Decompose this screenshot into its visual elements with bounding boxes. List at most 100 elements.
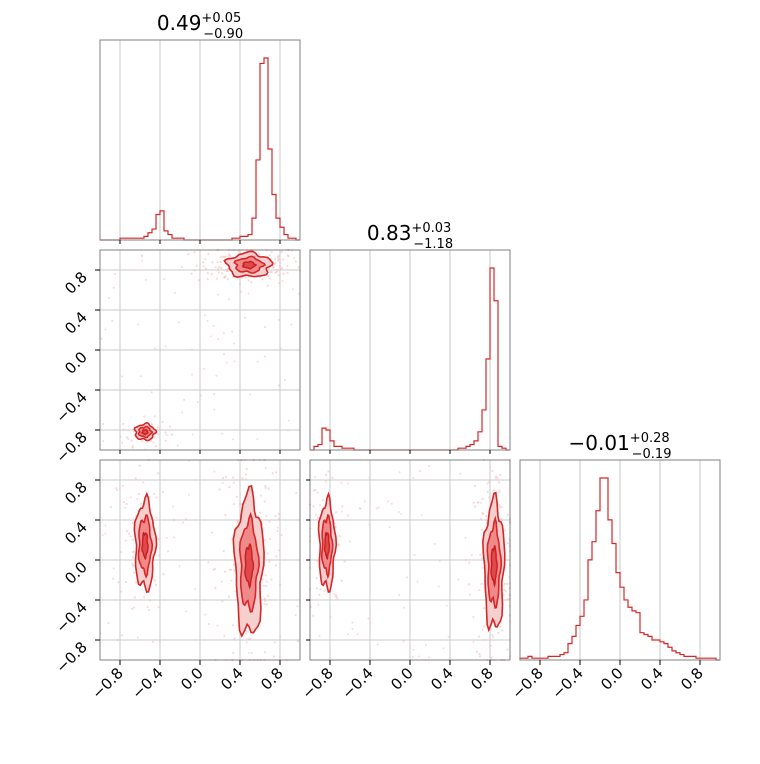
sample-point-2-0 [235,495,239,498]
sample-point-2-0 [224,513,227,517]
sample-point-1-0 [277,257,280,261]
sample-point-2-0 [294,614,297,617]
sample-point-1-0 [125,436,128,439]
sample-point-1-0 [140,259,143,262]
sample-point-1-0 [164,345,167,348]
sample-point-2-1 [486,482,489,485]
sample-point-2-0 [264,486,267,489]
sample-point-2-0 [125,502,128,506]
sample-point-2-0 [109,506,112,509]
sample-point-2-0 [121,484,124,487]
sample-point-1-0 [202,261,205,264]
sample-point-1-0 [286,429,289,432]
x-tick-label-2-3: 0.4 [637,664,667,694]
sample-point-1-0 [204,258,207,261]
sample-point-2-1 [368,523,371,526]
sample-point-2-0 [232,563,236,567]
sample-point-1-0 [156,426,160,429]
sample-point-2-0 [165,536,168,539]
sample-point-2-1 [507,542,510,545]
sample-point-2-1 [500,517,503,520]
sample-point-2-1 [467,561,471,564]
sample-point-1-0 [247,292,250,295]
sample-point-2-0 [132,564,135,567]
sample-point-2-0 [258,511,262,514]
sample-point-2-0 [184,517,187,520]
sample-point-1-0 [218,265,221,268]
sample-point-2-1 [325,473,328,477]
sample-point-1-0 [249,393,252,396]
sample-point-1-0 [222,332,225,335]
sample-point-2-1 [478,652,481,656]
sample-point-1-0 [280,250,283,253]
sample-point-1-0 [154,445,157,448]
sample-point-1-0 [226,269,229,273]
sample-point-1-0 [144,278,147,281]
sample-point-2-0 [142,481,145,484]
title-param-1: 0.83+0.03 −1.18 [367,221,453,252]
contour-2-1-mode1-level2 [323,531,331,561]
sample-point-1-0 [261,278,264,281]
sample-point-1-0 [196,401,199,404]
sample-point-1-0 [206,271,209,275]
sample-point-2-1 [442,647,445,650]
sample-point-2-1 [348,540,352,543]
sample-point-1-0 [217,267,220,270]
sample-point-2-0 [155,496,158,499]
x-tick-label-2-0: −0.8 [508,664,546,702]
sample-point-2-1 [500,506,503,509]
sample-point-2-1 [506,598,509,601]
sample-point-2-1 [457,578,460,581]
sample-point-2-1 [480,528,484,531]
sample-point-1-0 [216,260,219,264]
sample-point-1-0 [291,288,294,291]
sample-point-1-0 [121,441,124,444]
sample-point-2-0 [120,590,123,593]
sample-point-1-0 [223,255,226,258]
minus-err-param-1: −1.18 [413,237,453,252]
sample-point-2-0 [233,637,236,640]
sample-point-2-1 [319,504,322,507]
sample-point-1-0 [102,440,105,443]
sample-point-1-0 [278,264,282,268]
sample-point-2-1 [482,512,485,515]
median-param-1: 0.83 [367,221,412,245]
sample-point-1-0 [137,323,140,326]
sample-point-2-1 [437,585,440,588]
sample-point-2-1 [498,489,501,492]
x-tick-label-1-1: −0.4 [338,664,376,702]
sample-point-1-0 [177,321,180,324]
sample-point-2-0 [266,552,270,555]
sample-point-1-0 [153,347,156,350]
sample-point-2-0 [207,561,210,564]
sample-point-2-1 [333,593,336,596]
sample-point-1-0 [232,438,235,441]
sample-point-2-1 [497,481,501,484]
sample-point-2-1 [504,590,507,593]
sample-point-1-0 [287,419,290,422]
sample-point-2-0 [245,641,248,644]
sample-point-1-0 [108,296,111,299]
sample-point-2-0 [223,635,226,638]
sample-point-2-1 [340,510,343,513]
sample-point-1-0 [217,293,220,296]
sample-point-2-1 [412,648,415,651]
sample-point-2-0 [143,595,146,598]
sample-point-1-0 [102,423,105,426]
sample-point-2-0 [276,529,279,532]
sample-point-2-0 [278,549,281,552]
median-param-2: −0.01 [569,431,630,455]
y-tick-label-1-1: −0.4 [52,388,90,426]
sample-point-2-0 [244,473,247,476]
sample-point-2-1 [397,511,400,514]
sample-point-2-0 [264,574,267,577]
sample-point-2-0 [222,549,225,553]
sample-point-2-1 [488,496,491,499]
sample-point-2-1 [478,589,481,592]
sample-point-1-0 [267,274,270,278]
sample-point-2-0 [261,578,264,581]
sample-point-2-0 [137,493,140,496]
sample-point-2-0 [221,476,225,480]
sample-point-2-0 [265,584,268,588]
sample-point-2-0 [117,580,120,584]
